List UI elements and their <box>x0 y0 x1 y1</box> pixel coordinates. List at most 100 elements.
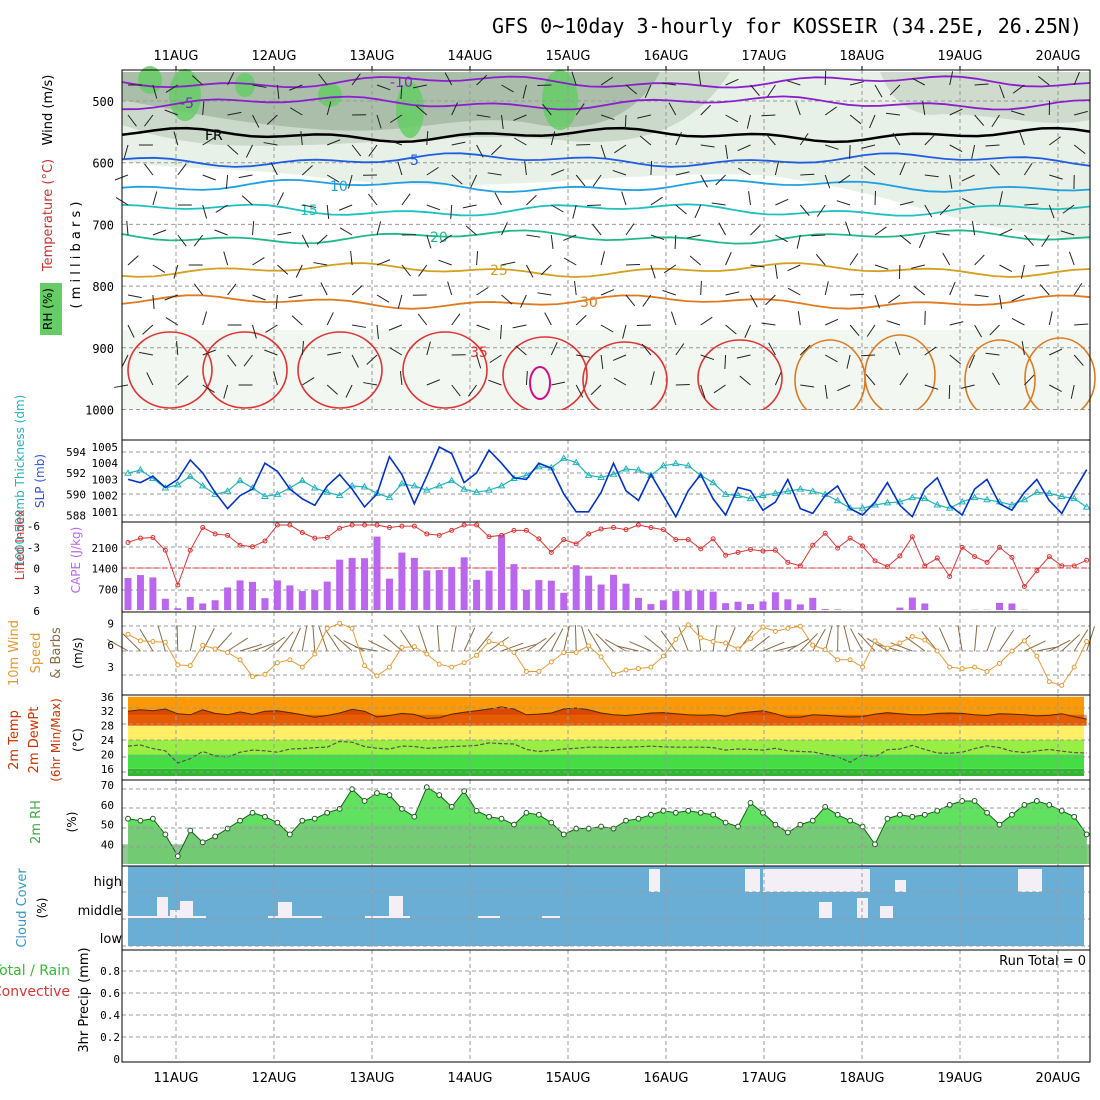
cape-tick-label: 700 <box>98 583 118 596</box>
wind-barb <box>1049 136 1061 146</box>
wind-barb-10m <box>787 638 809 652</box>
wind-barb-10m <box>318 626 328 652</box>
thickness-point <box>136 466 145 473</box>
rh2m-point <box>685 807 692 814</box>
upper-panel-bottom-blank <box>122 410 1090 440</box>
wind-barb <box>202 174 216 181</box>
wind-barb <box>612 169 627 176</box>
wind-barb <box>252 84 267 88</box>
lifted-index-point <box>523 527 529 533</box>
cape-bar <box>273 580 281 610</box>
wind-barb <box>711 202 726 206</box>
lifted-index-point <box>1071 563 1077 569</box>
wind-barb-10m <box>289 627 301 652</box>
thickness-point <box>734 491 742 498</box>
wind-barb <box>301 234 310 248</box>
wind-barb-10m <box>176 624 179 652</box>
wind-barb <box>644 84 652 98</box>
wind-barb <box>600 144 606 159</box>
wind-speed-point <box>772 628 778 634</box>
rh2m-point <box>374 790 380 796</box>
temperature-contour-35 <box>297 331 383 409</box>
rh-legend-swatch <box>40 283 62 335</box>
date-label-top: 16AUG <box>643 49 688 64</box>
cape-bar <box>622 583 630 610</box>
wind-barb <box>700 280 702 296</box>
thickness-point <box>485 486 493 493</box>
cape-bar <box>410 557 418 610</box>
precip-tick-label: 0.6 <box>100 987 120 1000</box>
wind-barb <box>575 103 585 116</box>
lifted-index-line <box>127 524 1087 588</box>
wind-barb <box>860 354 876 357</box>
wind-barb <box>739 375 751 386</box>
rh2m-point <box>436 792 443 798</box>
wind-barb <box>612 354 627 361</box>
wind-barb <box>949 108 963 116</box>
wind-barb <box>526 194 537 206</box>
wind-barb <box>376 294 390 303</box>
rh2m-lower-area <box>128 824 1087 864</box>
wind-barb <box>836 200 851 206</box>
wind-barb <box>614 144 627 154</box>
lifted-index-point <box>573 541 579 547</box>
wind-barb-10m <box>1061 634 1081 652</box>
lifted-index-point <box>884 564 890 570</box>
wind-barb <box>924 384 939 390</box>
wind-barb-10m <box>750 635 770 652</box>
thickness-point <box>1070 494 1079 502</box>
wind-speed-point <box>250 674 255 680</box>
wind-barb-10m <box>799 633 818 652</box>
wind-barb-10m <box>463 627 476 652</box>
rh2m-point <box>423 784 430 791</box>
wind-speed-point <box>723 640 729 646</box>
lifted-index-point <box>872 558 878 564</box>
pressure-tick-label: 700 <box>92 218 114 232</box>
wind-barb <box>824 354 838 363</box>
wind-barb-10m <box>905 636 926 652</box>
rh2m-tick-label: 50 <box>101 819 114 832</box>
thickness-point <box>261 492 269 500</box>
cloud-mid-block <box>180 901 193 918</box>
cape-bar <box>560 592 568 610</box>
wind-barb <box>725 144 729 159</box>
wind-barb <box>165 84 179 93</box>
thickness-point <box>659 461 668 469</box>
date-label-bottom: 15AUG <box>545 1071 590 1086</box>
wind-barb <box>824 318 839 326</box>
rh2m-point <box>324 809 331 816</box>
wind-barb <box>326 204 330 219</box>
wind-barb <box>825 144 839 150</box>
wind-barb <box>650 264 656 279</box>
lifted-index-point <box>972 554 978 560</box>
cape-bar <box>684 590 692 610</box>
wind-barb <box>849 114 862 125</box>
lifted-index-point <box>835 545 841 551</box>
thickness-point <box>360 483 369 490</box>
wind-barb <box>400 84 403 100</box>
wind-barb-10m <box>974 625 978 652</box>
wind-barb <box>376 114 382 129</box>
lifted-index-point <box>461 522 467 528</box>
rh2m-point <box>386 792 393 798</box>
wind-barb <box>700 354 715 361</box>
wind-barb <box>999 294 1003 309</box>
wind-barb <box>737 144 751 152</box>
wind-barb <box>223 384 229 399</box>
pressure-tick-label: 600 <box>92 157 114 171</box>
wind-barb <box>849 324 860 337</box>
wind-barb <box>338 204 353 211</box>
rh2m-point <box>187 827 194 834</box>
rh-band-mid <box>880 72 1090 123</box>
wind-barb <box>1024 234 1034 246</box>
lifted-index-point <box>947 574 953 580</box>
cape-bar <box>659 600 667 610</box>
wind-barb-10m <box>866 637 888 652</box>
rh2m-point <box>760 809 766 816</box>
slp-tick-label: 1001 <box>92 506 119 519</box>
cloud-unit: (%) <box>35 898 49 919</box>
wind-speed-point <box>1059 682 1065 688</box>
wind-barb <box>227 354 237 367</box>
thickness-point <box>684 461 693 469</box>
wind-tick-label: 6 <box>107 639 114 652</box>
